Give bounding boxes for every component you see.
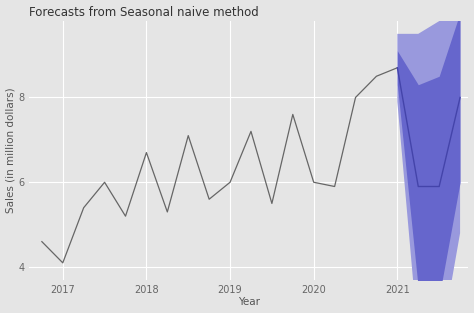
Text: Forecasts from Seasonal naive method: Forecasts from Seasonal naive method	[29, 6, 259, 18]
Y-axis label: Sales (in million dollars): Sales (in million dollars)	[6, 88, 16, 213]
X-axis label: Year: Year	[238, 297, 260, 307]
